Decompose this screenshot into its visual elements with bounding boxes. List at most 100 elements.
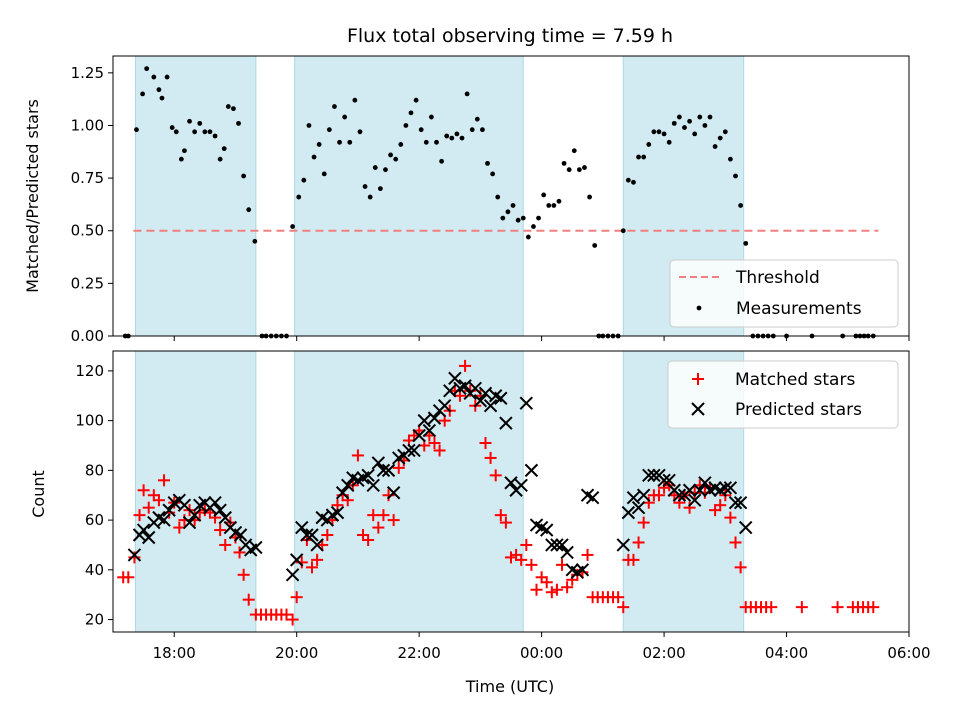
predicted-star-point xyxy=(142,530,156,545)
measurement-point xyxy=(636,154,641,160)
measurement-point xyxy=(231,106,236,112)
measurement-point xyxy=(582,165,587,170)
measurement-point xyxy=(743,240,749,246)
legend-matched-swatch xyxy=(692,373,704,385)
matched-star-point xyxy=(729,536,742,549)
observing-window-1 xyxy=(134,350,257,633)
measurement-point xyxy=(722,129,728,135)
matched-star-point xyxy=(540,576,553,589)
measurement-point xyxy=(398,142,404,147)
measurement-point xyxy=(337,139,342,145)
matched-star-point xyxy=(372,521,385,534)
measurement-point xyxy=(434,139,439,145)
measurement-point xyxy=(342,114,348,120)
measurement-point xyxy=(561,160,567,166)
predicted-star-point xyxy=(157,513,171,527)
predicted-star-point xyxy=(698,476,712,490)
matched-star-point xyxy=(683,501,696,514)
measurement-point xyxy=(620,228,626,234)
y-tick-label: 120 xyxy=(75,362,104,380)
matched-star-point xyxy=(867,601,880,614)
predicted-star-point xyxy=(636,488,651,502)
predicted-star-point xyxy=(422,423,437,438)
predicted-star-markers xyxy=(127,371,753,582)
predicted-star-point xyxy=(136,523,151,537)
matched-star-point xyxy=(795,601,808,614)
predicted-star-point xyxy=(407,443,421,458)
measurement-point xyxy=(485,160,490,166)
predicted-star-point xyxy=(647,468,661,483)
top-legend-box xyxy=(669,259,899,328)
matched-star-point xyxy=(724,511,737,524)
measurement-point xyxy=(536,215,541,221)
measurement-point xyxy=(459,135,465,141)
measurement-point xyxy=(151,74,157,80)
measurement-point xyxy=(372,165,378,170)
measurement-point xyxy=(676,114,682,120)
measurement-point xyxy=(383,167,388,173)
matched-star-point xyxy=(525,558,538,571)
predicted-star-point xyxy=(478,386,493,400)
matched-star-point xyxy=(489,469,502,482)
predicted-star-point xyxy=(723,481,738,495)
matched-star-point xyxy=(494,509,507,522)
matched-star-point xyxy=(321,529,334,542)
measurement-point xyxy=(217,156,223,162)
predicted-star-point xyxy=(366,478,380,492)
predicted-star-point xyxy=(621,505,636,520)
predicted-star-point xyxy=(682,483,697,497)
predicted-star-point xyxy=(305,528,319,542)
measurement-point xyxy=(666,139,672,145)
predicted-star-point xyxy=(631,500,646,515)
predicted-star-point xyxy=(585,491,600,505)
matched-star-point xyxy=(520,538,533,551)
predicted-star-point xyxy=(233,528,248,542)
predicted-star-point xyxy=(575,563,590,577)
measurement-point xyxy=(738,203,744,208)
predicted-star-point xyxy=(386,486,401,500)
bottom-legend: Matched stars Predicted stars xyxy=(667,360,899,429)
matched-star-point xyxy=(652,489,665,502)
y-tick-label: 1.00 xyxy=(71,116,104,134)
chart-title: Flux total observing time = 7.59 h xyxy=(347,25,673,47)
matched-star-point xyxy=(286,613,299,626)
measurement-point xyxy=(388,152,393,158)
y-tick-label: 0.00 xyxy=(71,327,104,345)
matched-star-point xyxy=(122,571,135,584)
measurement-point xyxy=(651,129,657,135)
measurement-point xyxy=(490,171,496,177)
y-tick-label: 0.75 xyxy=(71,169,104,187)
measurement-point xyxy=(551,203,557,208)
predicted-star-point xyxy=(519,396,534,410)
matched-star-point xyxy=(484,451,497,464)
measurement-point xyxy=(144,66,150,72)
y-tick-label: 1.25 xyxy=(71,64,104,82)
predicted-star-point xyxy=(494,391,508,405)
legend-predicted-label: Predicted stars xyxy=(735,400,862,420)
y-tick-label: 0.25 xyxy=(71,274,104,292)
bottom-y-axis-label: Count xyxy=(29,470,48,518)
matched-star-point xyxy=(831,601,844,614)
predicted-star-point xyxy=(458,379,472,393)
matched-star-point xyxy=(152,494,165,507)
matched-star-point xyxy=(530,583,543,596)
matched-star-point xyxy=(637,516,650,529)
matched-star-point xyxy=(658,481,671,494)
measurement-point xyxy=(413,97,419,103)
measurement-point xyxy=(587,194,592,200)
predicted-star-point xyxy=(443,384,457,398)
top-x-ticks xyxy=(173,336,910,341)
predicted-star-point xyxy=(330,505,345,520)
predicted-star-point xyxy=(524,463,539,478)
legend-measurements-label: Measurements xyxy=(736,299,862,319)
predicted-star-point xyxy=(295,520,309,535)
measurement-point xyxy=(707,114,713,120)
matched-star-point xyxy=(545,586,558,599)
predicted-star-point xyxy=(335,486,350,500)
predicted-star-point xyxy=(177,498,192,512)
matched-star-point xyxy=(137,484,150,497)
matched-star-point xyxy=(515,553,528,566)
measurement-point xyxy=(173,129,179,135)
predicted-star-point xyxy=(514,478,528,492)
measurement-point xyxy=(352,97,358,103)
